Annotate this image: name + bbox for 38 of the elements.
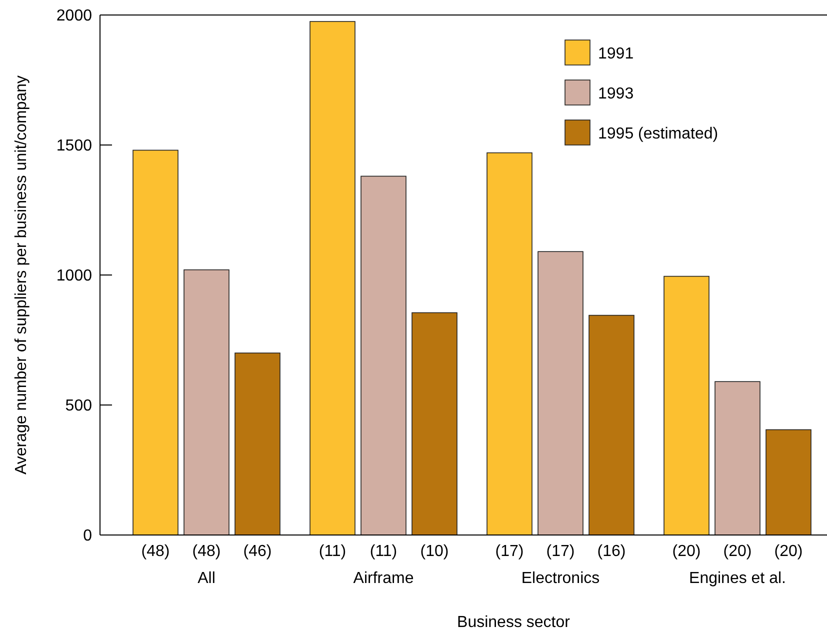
text: (16) [597,543,626,560]
bar [714,381,760,536]
bar [234,352,280,536]
text: (20) [723,543,752,560]
y-tick-label: 0 [83,528,92,545]
x-tick-label: Engines et al. [689,570,786,587]
text: (17) [546,543,575,560]
text: (20) [774,543,803,560]
bar [310,21,356,536]
x-tick-label: All [198,570,216,587]
legend-label: 1991 [598,46,634,63]
bar [184,269,230,536]
bar [360,176,406,536]
x-axis-title: Business sector [457,614,571,631]
legend-label: 1995 (estimated) [598,126,718,143]
bar [132,150,178,536]
bar [412,312,458,536]
text: (46) [243,543,272,560]
text: (11) [318,543,346,560]
y-axis-title: Average number of suppliers per business unit/company [13,75,30,475]
text: (48) [141,543,170,560]
x-tick-label: Electronics [521,570,600,587]
bar [538,251,584,536]
y-tick-label: 1500 [56,138,92,155]
y-tick-label: 2000 [56,8,92,25]
text: (11) [370,543,398,560]
legend-label: 1993 [598,86,634,103]
bar [766,429,812,536]
y-tick-label: 500 [65,398,92,415]
bar [664,276,710,536]
x-tick-label: Airframe [353,570,414,587]
bar [486,152,532,536]
bar [588,314,634,536]
text: (17) [495,543,524,560]
y-tick-label: 1000 [56,268,92,285]
text: (10) [420,543,449,560]
text: (20) [672,543,701,560]
text: (48) [192,543,221,560]
